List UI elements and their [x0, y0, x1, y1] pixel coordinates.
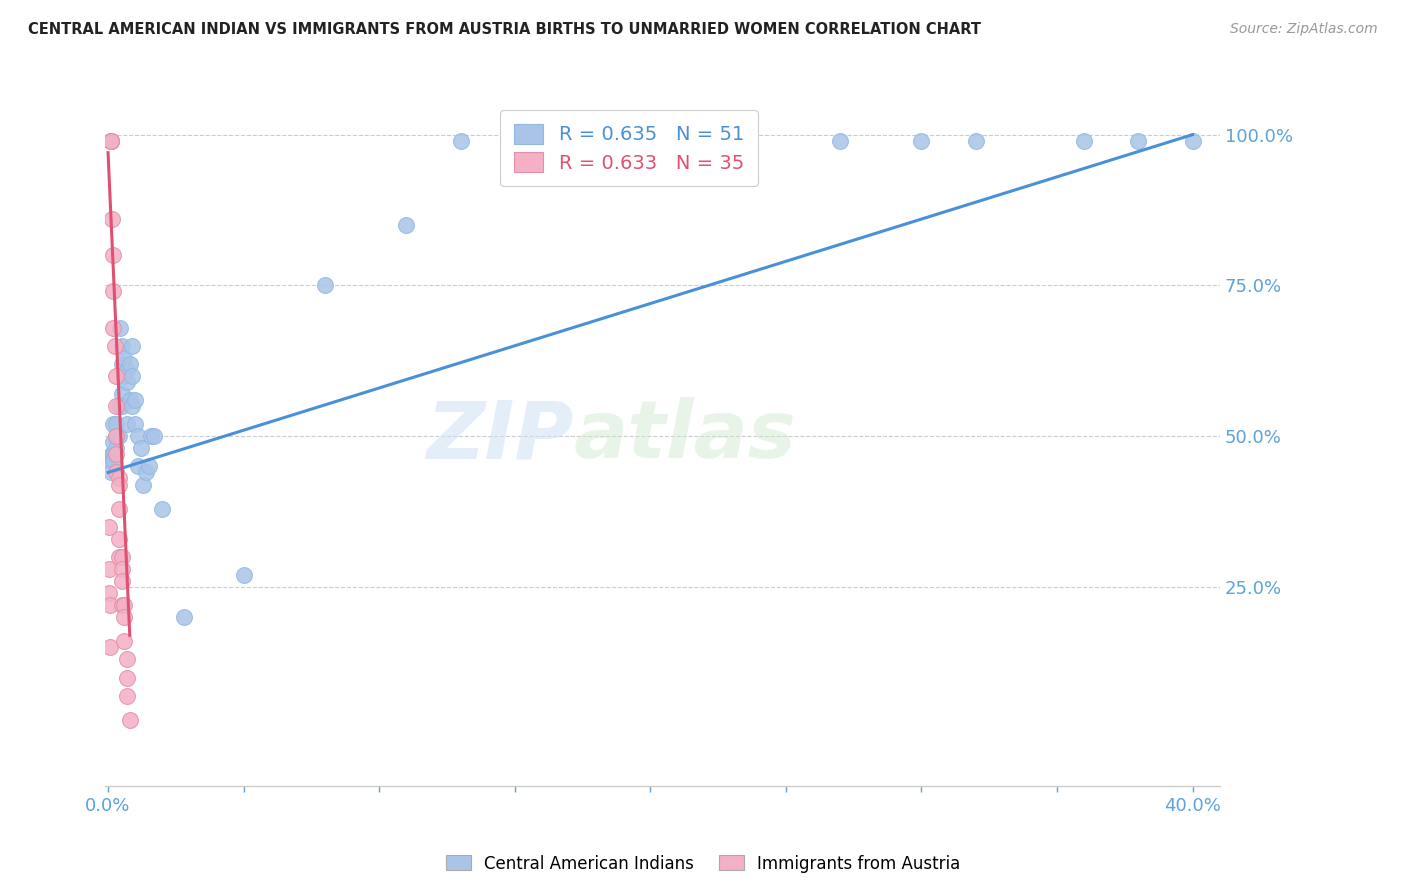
Point: [103, 453, 125, 467]
Point: [910, 134, 932, 148]
Point: [108, 532, 131, 546]
Point: [98, 586, 121, 600]
Point: [108, 429, 131, 443]
Point: [127, 429, 149, 443]
Point: [173, 610, 195, 624]
Point: [105, 442, 128, 456]
Point: [395, 218, 418, 232]
Point: [112, 634, 135, 648]
Point: [132, 477, 155, 491]
Point: [98, 453, 121, 467]
Point: [115, 689, 138, 703]
Point: [110, 320, 132, 334]
Point: [105, 368, 128, 383]
Point: [103, 447, 125, 461]
Point: [121, 399, 143, 413]
Point: [108, 471, 131, 485]
Point: [100, 134, 122, 148]
Point: [98, 562, 121, 576]
Point: [124, 417, 146, 432]
Point: [97, 520, 120, 534]
Point: [115, 363, 138, 377]
Point: [118, 357, 141, 371]
Point: [1128, 134, 1150, 148]
Point: [143, 429, 166, 443]
Point: [121, 368, 143, 383]
Point: [108, 477, 131, 491]
Point: [110, 357, 132, 371]
Point: [1181, 134, 1204, 148]
Point: [105, 399, 128, 413]
Text: atlas: atlas: [574, 397, 796, 475]
Point: [112, 368, 135, 383]
Point: [693, 134, 716, 148]
Text: Source: ZipAtlas.com: Source: ZipAtlas.com: [1230, 22, 1378, 37]
Point: [115, 375, 138, 389]
Point: [135, 466, 157, 480]
Point: [118, 392, 141, 407]
Point: [129, 442, 152, 456]
Point: [105, 417, 128, 432]
Point: [100, 134, 122, 148]
Point: [103, 248, 125, 262]
Point: [110, 399, 132, 413]
Point: [108, 399, 131, 413]
Point: [138, 459, 160, 474]
Point: [110, 387, 132, 401]
Point: [103, 435, 125, 450]
Point: [112, 610, 135, 624]
Point: [1073, 134, 1095, 148]
Point: [118, 713, 141, 727]
Point: [98, 640, 121, 655]
Point: [105, 447, 128, 461]
Point: [110, 598, 132, 612]
Point: [110, 339, 132, 353]
Point: [530, 134, 553, 148]
Point: [105, 429, 128, 443]
Point: [103, 320, 125, 334]
Text: CENTRAL AMERICAN INDIAN VS IMMIGRANTS FROM AUSTRIA BIRTHS TO UNMARRIED WOMEN COR: CENTRAL AMERICAN INDIAN VS IMMIGRANTS FR…: [28, 22, 981, 37]
Point: [127, 459, 149, 474]
Point: [105, 429, 128, 443]
Point: [115, 417, 138, 432]
Point: [100, 134, 122, 148]
Point: [314, 278, 336, 293]
Point: [103, 285, 125, 299]
Point: [115, 652, 138, 666]
Point: [830, 134, 852, 148]
Point: [110, 562, 132, 576]
Point: [232, 568, 254, 582]
Point: [98, 598, 121, 612]
Point: [965, 134, 987, 148]
Point: [108, 501, 131, 516]
Point: [104, 339, 127, 353]
Point: [150, 501, 173, 516]
Point: [100, 134, 122, 148]
Point: [110, 574, 132, 588]
Legend: R = 0.635   N = 51, R = 0.633   N = 35: R = 0.635 N = 51, R = 0.633 N = 35: [501, 110, 758, 186]
Point: [101, 447, 124, 461]
Point: [450, 134, 472, 148]
Point: [124, 392, 146, 407]
Point: [121, 339, 143, 353]
Text: ZIP: ZIP: [426, 397, 574, 475]
Point: [115, 671, 138, 685]
Point: [103, 417, 125, 432]
Y-axis label: Births to Unmarried Women: Births to Unmarried Women: [0, 320, 8, 552]
Point: [101, 212, 124, 227]
Point: [112, 598, 135, 612]
Point: [112, 351, 135, 365]
Point: [108, 549, 131, 564]
Point: [110, 549, 132, 564]
Point: [141, 429, 163, 443]
Point: [105, 466, 128, 480]
Point: [100, 466, 122, 480]
Legend: Central American Indians, Immigrants from Austria: Central American Indians, Immigrants fro…: [439, 848, 967, 880]
